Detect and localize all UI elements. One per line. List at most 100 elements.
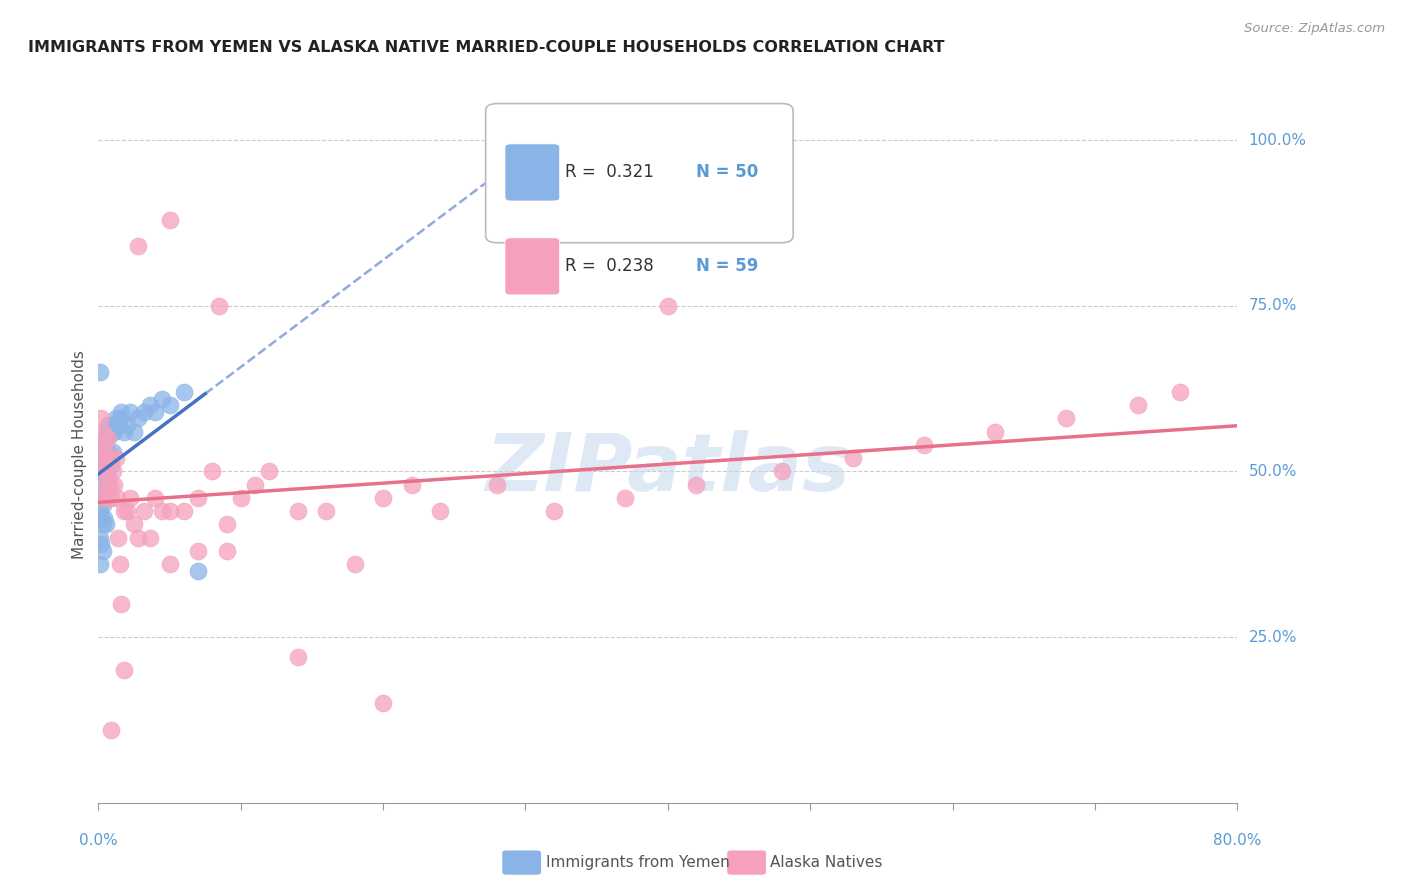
FancyBboxPatch shape (485, 103, 793, 243)
FancyBboxPatch shape (505, 238, 560, 295)
Text: R =  0.321: R = 0.321 (565, 162, 654, 181)
Point (96, 491, 118, 505)
Point (108, 411, 131, 425)
Point (103, 477, 125, 491)
Point (543, 504, 565, 518)
Point (89, 558, 111, 572)
Point (127, 411, 149, 425)
Point (94, 451, 117, 466)
Point (90, 491, 112, 505)
Point (108, 558, 131, 572)
Point (91, 517, 114, 532)
Point (101, 465, 124, 479)
Point (208, 299, 231, 313)
Point (173, 384, 195, 399)
Point (100, 425, 122, 439)
Point (287, 504, 309, 518)
Point (93, 491, 115, 505)
Point (93, 511, 115, 525)
Point (138, 398, 160, 412)
Point (770, 465, 793, 479)
Point (215, 544, 238, 558)
Point (152, 504, 174, 518)
Point (685, 477, 707, 491)
Point (91, 544, 114, 558)
Point (90, 511, 112, 525)
Point (94, 477, 117, 491)
Point (97, 431, 120, 445)
Point (91, 498, 114, 512)
Point (104, 451, 127, 466)
Point (90, 411, 112, 425)
Point (94, 517, 117, 532)
Point (127, 239, 149, 253)
Point (127, 531, 149, 545)
Point (315, 504, 337, 518)
Point (1170, 384, 1192, 399)
Text: ZIPatlas: ZIPatlas (485, 430, 851, 508)
Text: N = 59: N = 59 (696, 257, 759, 275)
Point (112, 504, 135, 518)
Point (98, 451, 121, 466)
Point (93, 438, 115, 452)
Point (90, 537, 112, 551)
Text: 100.0%: 100.0% (1249, 133, 1306, 148)
Point (145, 491, 167, 505)
Point (373, 697, 395, 711)
Text: IMMIGRANTS FROM YEMEN VS ALASKA NATIVE MARRIED-COUPLE HOUSEHOLDS CORRELATION CHA: IMMIGRANTS FROM YEMEN VS ALASKA NATIVE M… (28, 40, 945, 55)
Point (118, 491, 141, 505)
Point (112, 425, 135, 439)
Point (107, 418, 129, 433)
Text: 50.0%: 50.0% (1249, 464, 1296, 479)
Point (103, 425, 125, 439)
Point (94, 491, 117, 505)
Point (101, 444, 124, 458)
Point (97, 418, 120, 433)
Point (93, 465, 115, 479)
Point (132, 504, 155, 518)
Point (132, 405, 155, 419)
Point (1126, 398, 1149, 412)
Point (100, 723, 122, 737)
Point (104, 411, 127, 425)
Point (343, 558, 366, 572)
Point (118, 405, 141, 419)
Point (100, 458, 122, 472)
Point (98, 425, 121, 439)
Point (98, 477, 121, 491)
Text: R =  0.238: R = 0.238 (565, 257, 654, 275)
Point (287, 650, 309, 665)
Point (173, 504, 195, 518)
Point (97, 444, 120, 458)
Point (101, 418, 124, 433)
Point (96, 451, 118, 466)
Point (1056, 411, 1078, 425)
Point (912, 438, 935, 452)
Point (486, 477, 509, 491)
Point (100, 491, 122, 505)
Point (112, 663, 135, 677)
Point (110, 597, 132, 611)
Point (94, 431, 117, 445)
Text: 0.0%: 0.0% (79, 833, 118, 848)
Point (91, 451, 114, 466)
Point (105, 491, 128, 505)
Point (152, 392, 174, 406)
Point (89, 531, 111, 545)
Point (429, 504, 451, 518)
Point (842, 451, 865, 466)
Point (122, 517, 145, 532)
Point (115, 418, 138, 433)
Point (187, 491, 209, 505)
Y-axis label: Married-couple Households: Married-couple Households (72, 351, 87, 559)
Text: Immigrants from Yemen: Immigrants from Yemen (546, 855, 730, 870)
Point (98, 451, 121, 466)
Point (373, 491, 395, 505)
Point (90, 465, 112, 479)
Point (91, 451, 114, 466)
Point (115, 504, 138, 518)
Point (105, 418, 128, 433)
Point (96, 425, 118, 439)
Text: Source: ZipAtlas.com: Source: ZipAtlas.com (1244, 22, 1385, 36)
Point (107, 531, 129, 545)
